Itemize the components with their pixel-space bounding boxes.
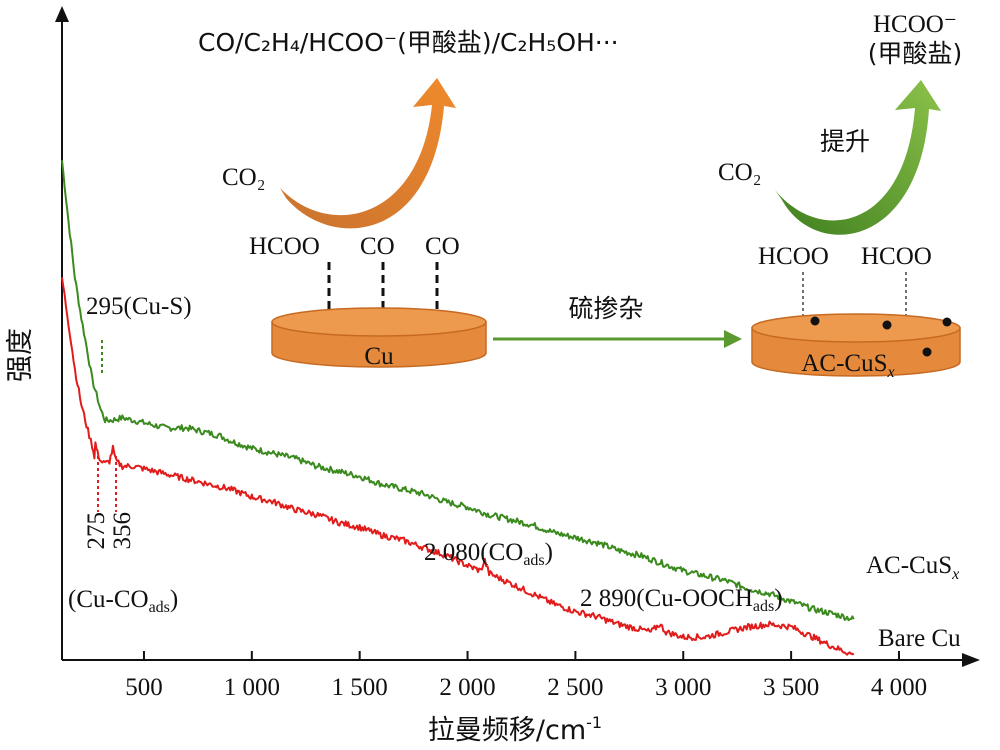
series-line-ac-cusx [61, 160, 855, 622]
x-tick-label: 500 [125, 674, 163, 701]
right-curved-arrow-icon [775, 80, 941, 235]
right-adsorbate-2: HCOO [861, 243, 932, 270]
cu-disk-icon [271, 307, 487, 368]
left-adsorbate-2: CO [360, 233, 395, 260]
x-tick-label: 1 000 [224, 674, 280, 701]
process-arrowhead-icon [724, 330, 742, 348]
right-co2-text: CO₂ [718, 159, 761, 186]
peak-label-295: 295(Cu-S) [86, 293, 192, 320]
sulfur-site-dot [942, 317, 952, 327]
x-axis-label-superscript: -1 [586, 713, 602, 732]
peak-label-2080: 2 080(COads) [424, 539, 553, 569]
x-ticks: 500 1 000 1 500 2 000 2 500 3 000 3 500 4 000 [125, 651, 927, 701]
schematic-cu: CO/C₂H₄/HCOO⁻(甲酸盐)/C₂H₅OH··· CO₂ HCOO CO… [198, 28, 619, 370]
peak-label-356: 356 [109, 512, 136, 550]
process-label: 硫掺杂 [568, 294, 643, 323]
series-label-ac-cusx: AC-CuSx [866, 552, 959, 583]
right-adsorbate-1: HCOO [758, 243, 829, 270]
sulfur-site-dot [810, 316, 820, 326]
sulfur-doping-arrow: 硫掺杂 [493, 294, 742, 348]
left-products-text: CO/C₂H₄/HCOO⁻(甲酸盐)/C₂H₅OH··· [198, 28, 619, 57]
series-label-bare-cu: Bare Cu [878, 625, 961, 652]
x-tick-label: 2 000 [439, 674, 495, 701]
axes: 500 1 000 1 500 2 000 2 500 3 000 3 500 4 000 [55, 6, 980, 701]
right-product-line1: HCOO⁻ [873, 11, 957, 38]
right-product-line2: (甲酸盐) [868, 39, 963, 68]
cu-disk-label: Cu [364, 343, 394, 370]
peak-label-cu-co-ads: (Cu-COads) [68, 586, 178, 616]
peak-label-2890: 2 890(Cu-OOCHads) [580, 585, 783, 615]
y-axis-arrow [55, 6, 69, 22]
right-boost-text: 提升 [820, 127, 870, 156]
sulfur-site-dot [882, 320, 892, 330]
left-co2-text: CO₂ [222, 164, 265, 191]
peak-label-275: 275 [83, 512, 110, 550]
x-tick-label: 3 000 [655, 674, 711, 701]
ac-cusx-disk-label: AC-CuSx [801, 350, 894, 381]
x-tick-label: 3 500 [763, 674, 819, 701]
x-tick-label: 4 000 [871, 674, 927, 701]
x-axis-arrow [962, 653, 980, 667]
y-axis-label: 强度 [5, 328, 36, 382]
series-layer [61, 160, 855, 656]
x-axis-label: 拉曼频移/cm-1 [428, 713, 602, 746]
x-tick-label: 2 500 [547, 674, 603, 701]
left-adsorbate-3: CO [425, 233, 460, 260]
peak-markers [97, 340, 117, 512]
left-adsorbate-1: HCOO [249, 233, 320, 260]
series-line-bare-cu [61, 277, 855, 656]
left-curved-arrow-icon [280, 78, 456, 229]
ac-cusx-disk-icon [751, 313, 961, 377]
x-tick-label: 1 500 [332, 674, 388, 701]
sulfur-site-dot [922, 347, 932, 357]
schematic-ac-cusx: HCOO⁻ (甲酸盐) 提升 CO₂ HCOO HCOO AC-CuSx [718, 11, 962, 381]
